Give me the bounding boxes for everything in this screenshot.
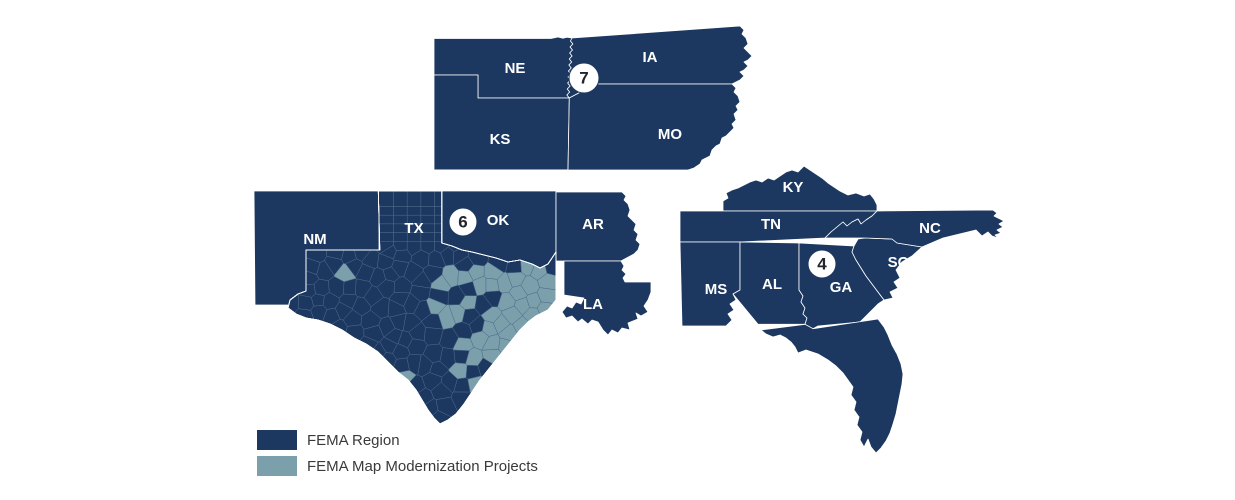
svg-text:KY: KY (783, 179, 804, 196)
svg-text:MO: MO (658, 126, 682, 143)
svg-text:GA: GA (830, 279, 853, 296)
svg-text:TN: TN (761, 216, 781, 233)
svg-text:6: 6 (458, 212, 467, 231)
svg-text:NM: NM (303, 231, 326, 248)
svg-text:NC: NC (919, 220, 941, 237)
svg-text:TX: TX (404, 220, 423, 237)
svg-text:OK: OK (487, 212, 510, 229)
svg-text:IA: IA (643, 49, 658, 66)
svg-text:KS: KS (490, 131, 511, 148)
svg-text:FL: FL (816, 363, 834, 380)
svg-text:SC: SC (888, 254, 909, 271)
svg-text:7: 7 (579, 68, 588, 87)
svg-text:AL: AL (762, 276, 782, 293)
svg-text:LA: LA (583, 296, 603, 313)
svg-text:AR: AR (582, 216, 604, 233)
svg-text:4: 4 (817, 254, 827, 273)
svg-text:NE: NE (505, 60, 526, 77)
svg-text:MS: MS (705, 281, 728, 298)
